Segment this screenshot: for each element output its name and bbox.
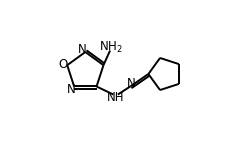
Text: NH: NH: [107, 91, 124, 104]
Text: N: N: [67, 83, 76, 96]
Text: NH$_2$: NH$_2$: [99, 40, 123, 55]
Text: O: O: [59, 58, 68, 71]
Text: N: N: [127, 77, 136, 90]
Text: N: N: [78, 43, 86, 56]
